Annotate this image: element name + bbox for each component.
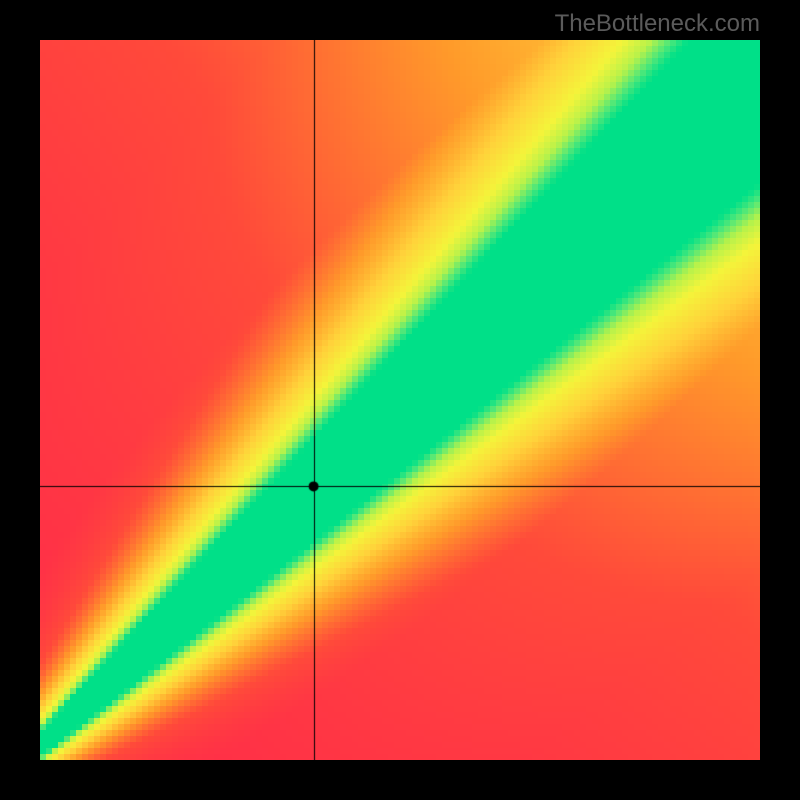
watermark-text: TheBottleneck.com <box>555 10 760 38</box>
crosshair-overlay <box>40 40 760 760</box>
